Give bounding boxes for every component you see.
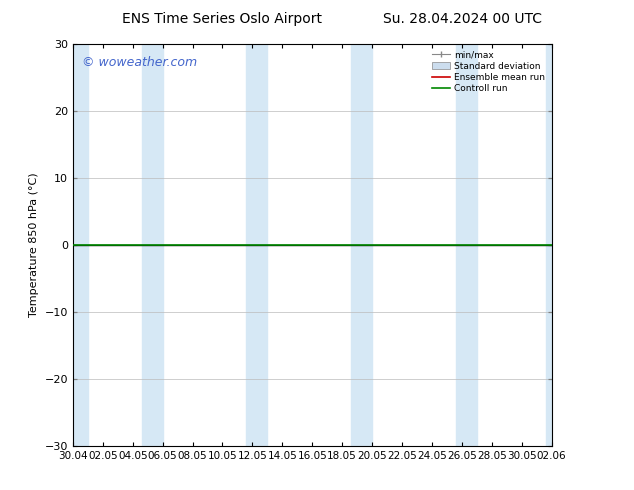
Legend: min/max, Standard deviation, Ensemble mean run, Controll run: min/max, Standard deviation, Ensemble me…: [430, 49, 547, 95]
Bar: [65, 44, 88, 446]
Bar: [247, 44, 268, 446]
Bar: [456, 44, 477, 446]
Bar: [142, 44, 163, 446]
Bar: [351, 44, 372, 446]
Bar: [546, 44, 559, 446]
Text: Su. 28.04.2024 00 UTC: Su. 28.04.2024 00 UTC: [384, 12, 542, 26]
Text: © woweather.com: © woweather.com: [82, 56, 198, 69]
Text: ENS Time Series Oslo Airport: ENS Time Series Oslo Airport: [122, 12, 322, 26]
Y-axis label: Temperature 850 hPa (°C): Temperature 850 hPa (°C): [29, 172, 39, 318]
